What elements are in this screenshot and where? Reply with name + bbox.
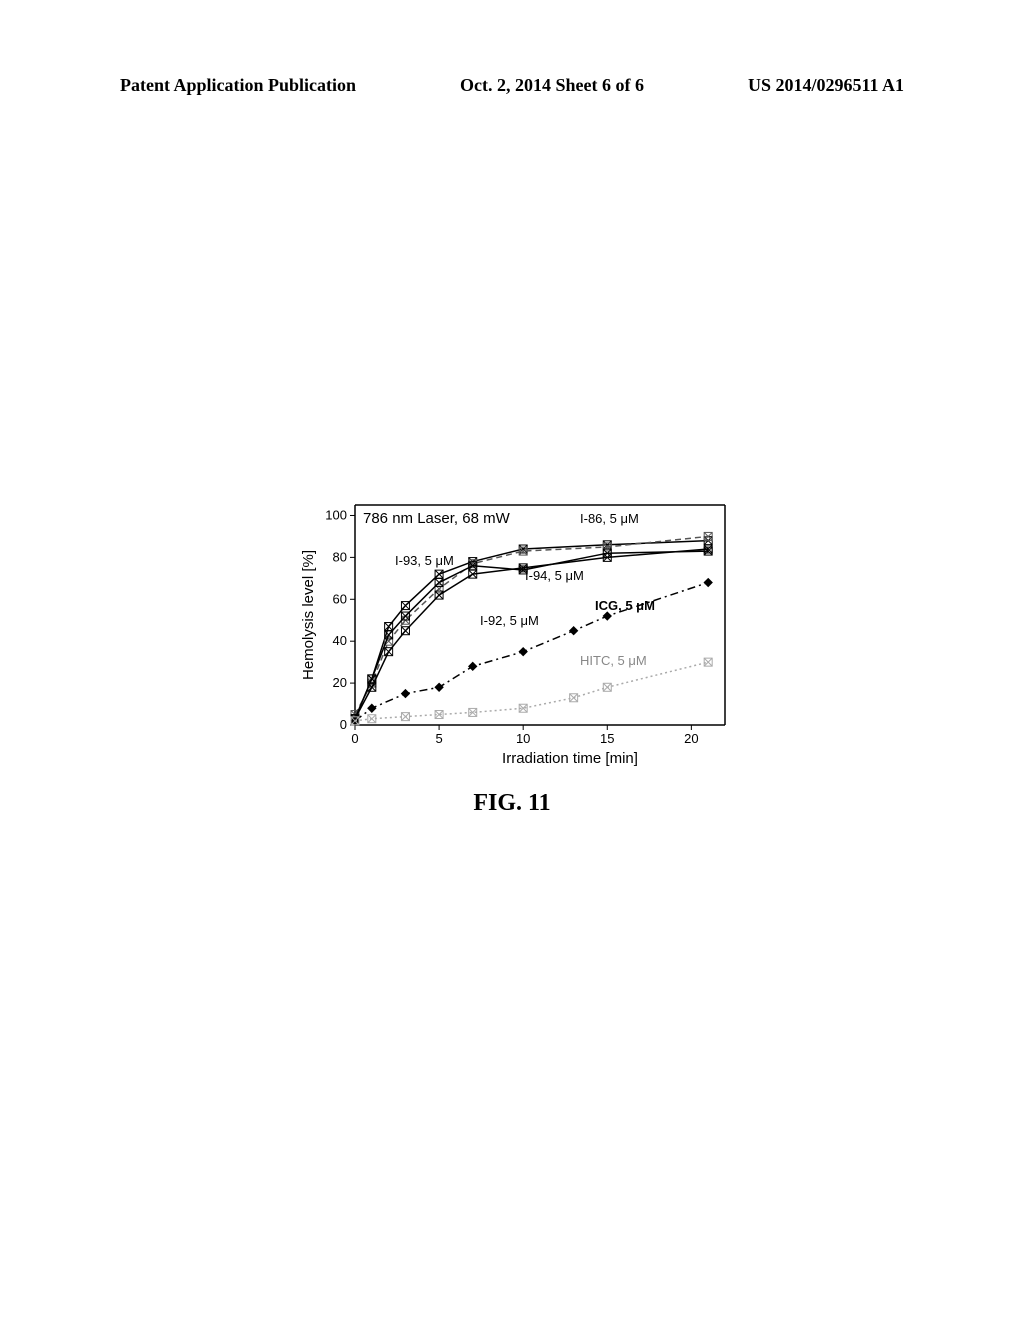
svg-text:I-94, 5 μM: I-94, 5 μM [525,568,584,583]
chart-svg: 0 5 10 15 20 0 20 40 60 80 100 Irradiation time [mi… [280,495,750,775]
svg-text:0: 0 [340,717,347,732]
svg-text:I-93, 5 μM: I-93, 5 μM [395,553,454,568]
svg-text:I-92, 5 μM: I-92, 5 μM [480,613,539,628]
svg-text:Hemolysis level [%]: Hemolysis level [%] [300,550,317,680]
figure-caption: FIG. 11 [0,790,1024,817]
page-header: Patent Application Publication Oct. 2, 2… [0,75,1024,96]
svg-text:60: 60 [333,591,347,606]
svg-text:10: 10 [516,731,530,746]
header-right: US 2014/0296511 A1 [748,75,904,96]
svg-text:ICG, 5 μM: ICG, 5 μM [595,598,655,613]
header-center: Oct. 2, 2014 Sheet 6 of 6 [460,75,644,96]
svg-text:80: 80 [333,549,347,564]
svg-text:I-86, 5 μM: I-86, 5 μM [580,511,639,526]
svg-text:5: 5 [435,731,442,746]
svg-text:15: 15 [600,731,614,746]
svg-text:0: 0 [351,731,358,746]
svg-text:HITC, 5 μM: HITC, 5 μM [580,653,647,668]
svg-text:786 nm Laser, 68 mW: 786 nm Laser, 68 mW [363,510,511,527]
svg-text:100: 100 [325,507,347,522]
svg-text:20: 20 [333,675,347,690]
svg-text:20: 20 [684,731,698,746]
svg-text:Irradiation time [min]: Irradiation time [min] [502,750,638,767]
hemolysis-chart: 0 5 10 15 20 0 20 40 60 80 100 Irradiation time [mi… [280,495,750,775]
svg-text:40: 40 [333,633,347,648]
header-left: Patent Application Publication [120,75,356,96]
